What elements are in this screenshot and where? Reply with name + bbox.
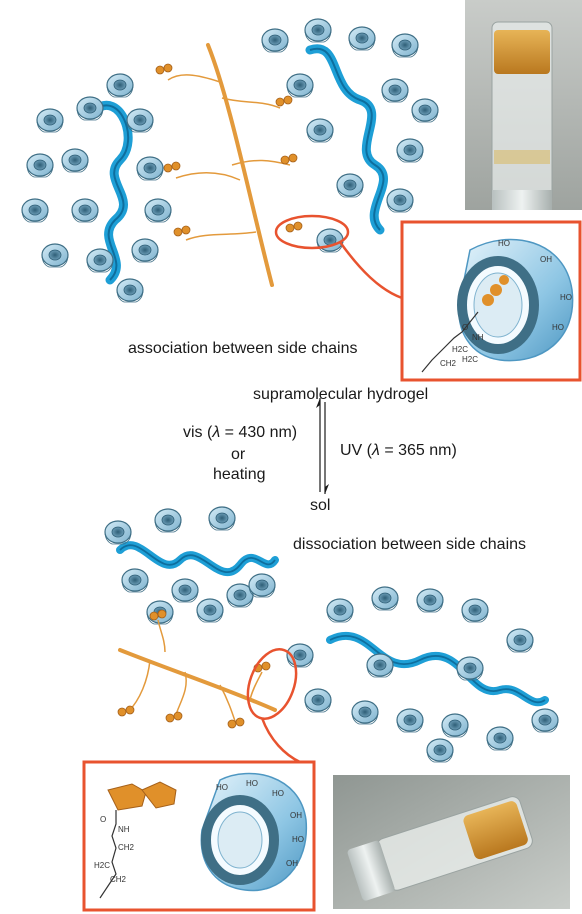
chem-label: O [100,815,106,824]
photo-gel-vial [465,0,582,210]
chem-label: HO [272,789,284,798]
chem-label: HO [560,293,572,302]
heating-label: heating [213,466,266,483]
chem-label: H2C [452,345,468,354]
sol-label: sol [310,497,331,514]
gel-network-right [261,18,439,253]
uv-condition-label: UV (λ = 365 nm) [340,442,457,459]
inset-bottom-chem-labels: O NH CH2 H2C CH2 HO HO HO OH HO OH [94,779,304,884]
inset-top-cyclodextrin [421,238,574,373]
chem-label: CH2 [440,359,457,368]
sol-network-left [104,506,279,625]
inset-bottom-contents [99,772,308,899]
photo-sol-vial [333,775,570,909]
or-label: or [231,446,246,463]
vis-condition-label: vis (λ = 430 nm) [183,424,298,441]
gel-network-left [21,73,172,303]
chem-label: H2C [462,355,478,364]
association-label: association between side chains [128,340,358,357]
chem-label: CH2 [118,843,135,852]
chem-label: OH [286,859,298,868]
chem-label: OH [290,811,302,820]
chem-label: HO [552,323,564,332]
chem-label: HO [292,835,304,844]
chem-label: HO [498,239,510,248]
hydrogel-label: supramolecular hydrogel [253,386,429,403]
chem-label: O [462,323,468,332]
sol-network-right [286,586,559,763]
chem-label: CH2 [110,875,127,884]
chem-label: HO [216,783,228,792]
chem-label: OH [540,255,552,264]
polymer-backbone-top [155,43,298,287]
chem-label: NH [472,333,484,342]
chem-label: HO [246,779,258,788]
dissociation-label: dissociation between side chains [293,536,527,553]
transition-arrows [316,398,329,494]
polymer-backbone-bottom [117,609,277,729]
inset-top-chem-labels: O NH H2C CH2 H2C OH HO HO HO [440,239,572,368]
chem-label: H2C [94,861,110,870]
chem-label: NH [118,825,130,834]
